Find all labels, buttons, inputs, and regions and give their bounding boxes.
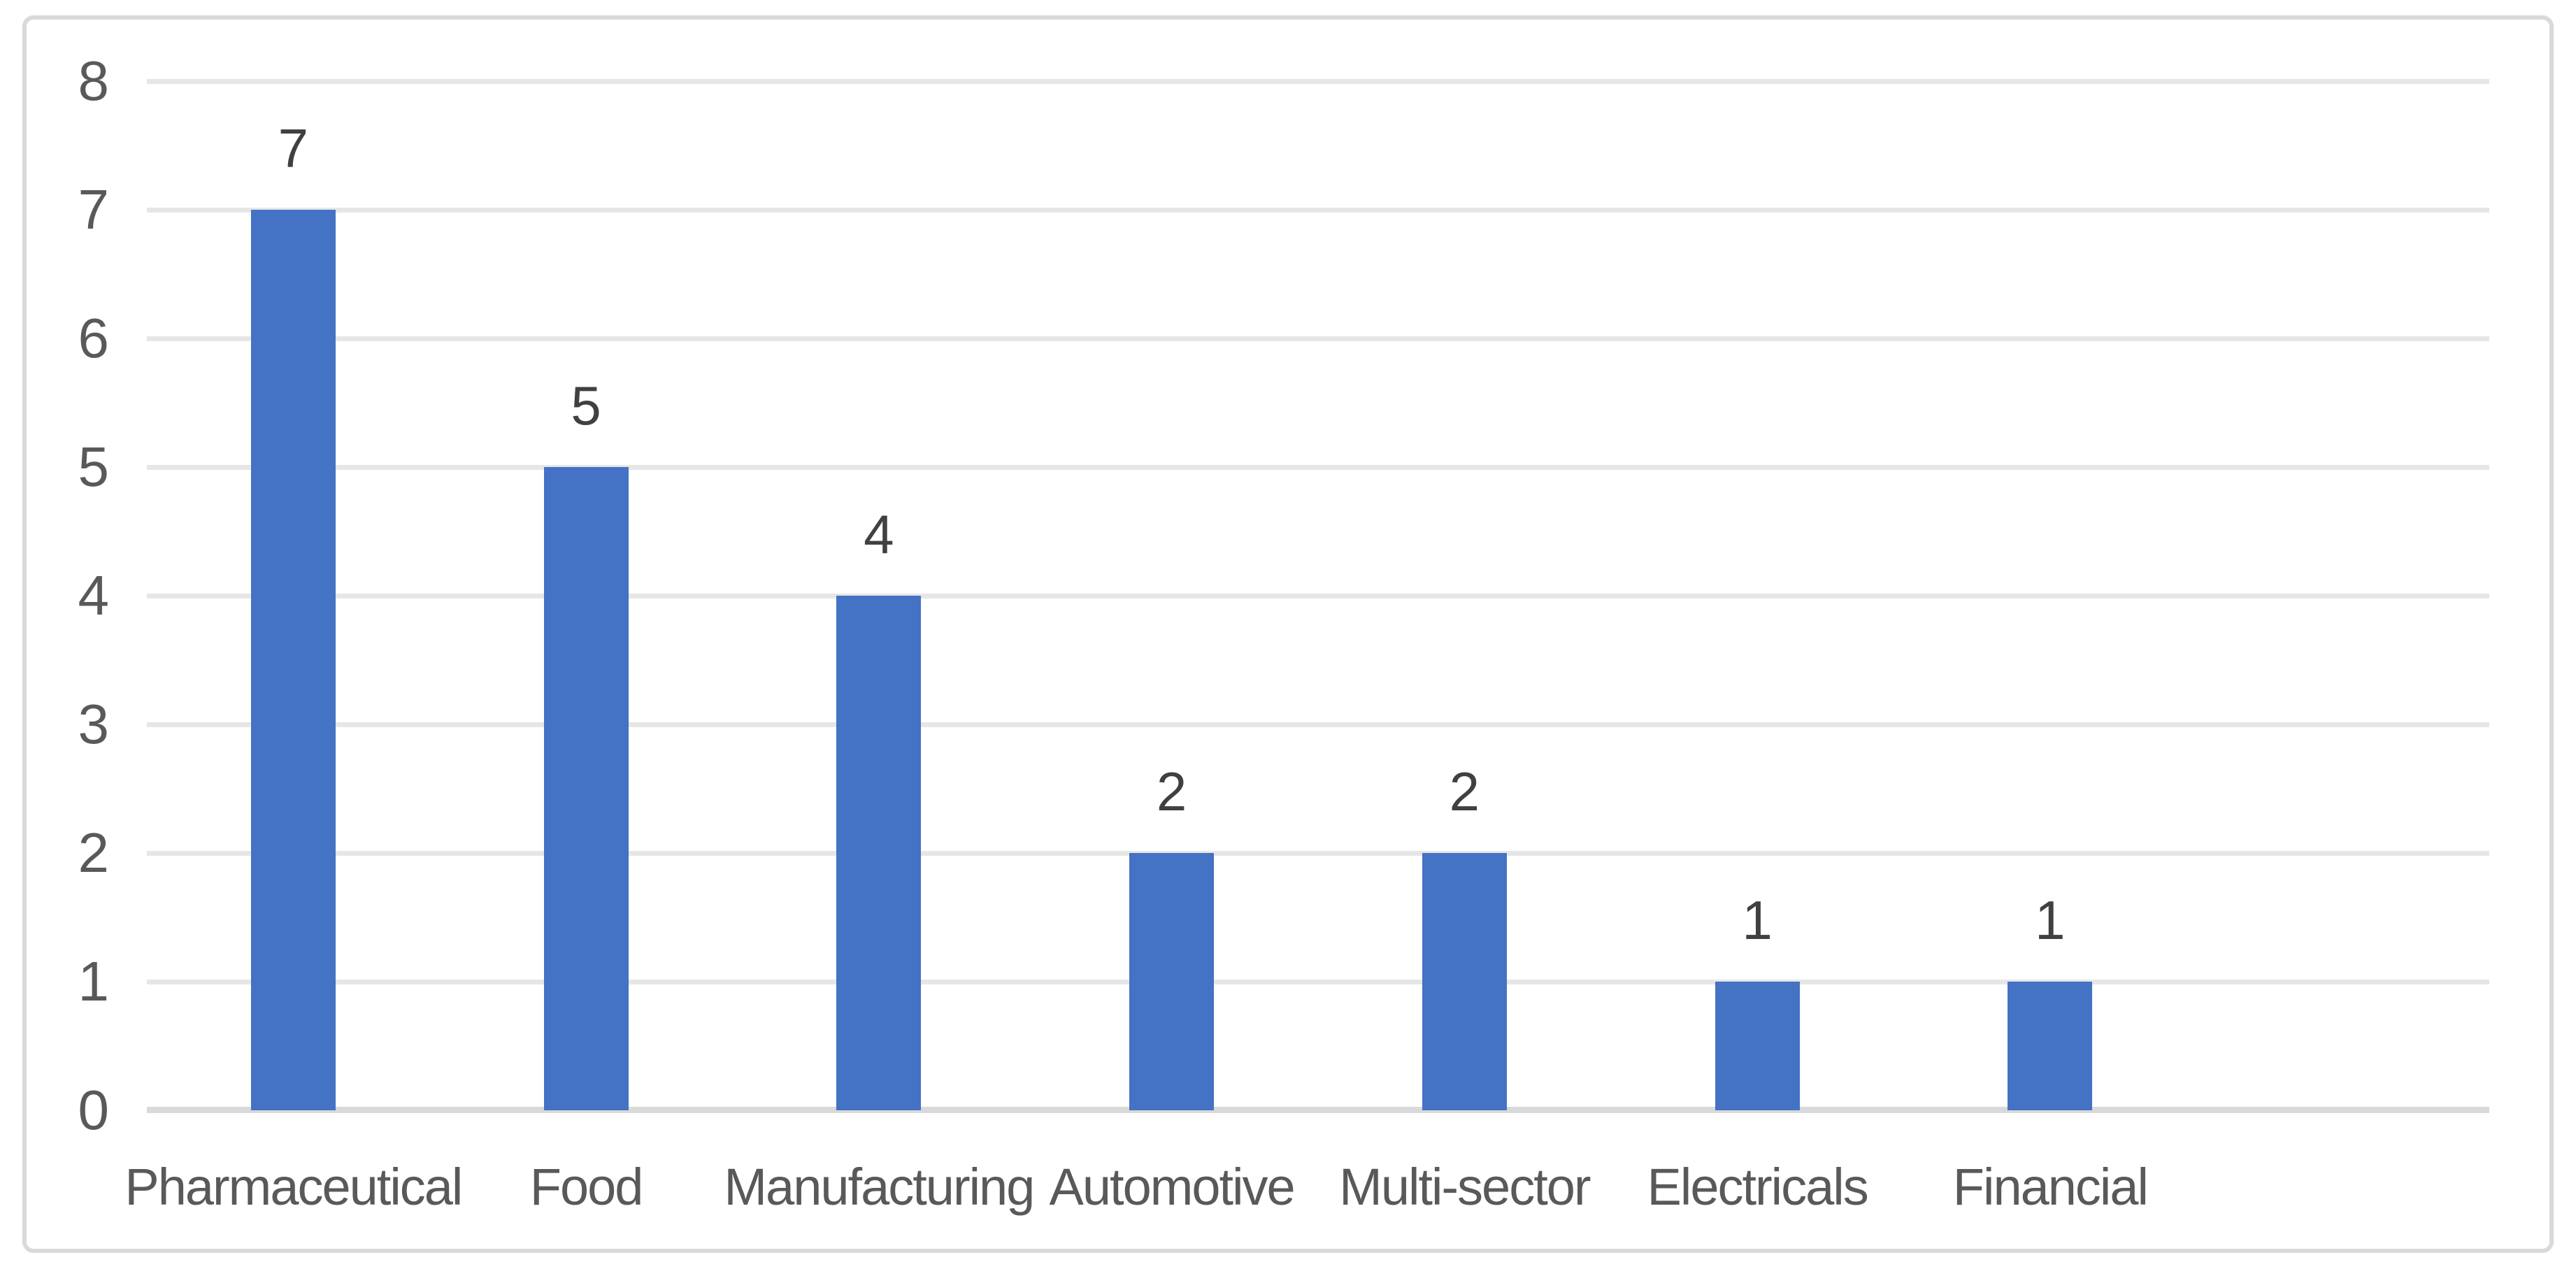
gridline-y7 — [147, 208, 2489, 213]
gridline-y1 — [147, 980, 2489, 984]
data-label-manufacturing: 4 — [864, 503, 894, 565]
category-label-automotive: Automotive — [1049, 1158, 1296, 1216]
data-label-financial: 1 — [2035, 889, 2066, 951]
gridline-y3 — [147, 722, 2489, 727]
bar-financial — [2008, 982, 2093, 1110]
category-label-multi-sector: Multi-sector — [1339, 1158, 1591, 1216]
bar-automotive — [1129, 853, 1215, 1110]
bar-food — [543, 467, 629, 1110]
data-label-multi-sector: 2 — [1449, 761, 1480, 822]
gridline-y5 — [147, 465, 2489, 470]
y-tick-label-4: 4 — [78, 564, 110, 626]
chart-border — [22, 15, 2554, 1253]
gridline-y6 — [147, 336, 2489, 341]
y-tick-label-0: 0 — [78, 1079, 110, 1141]
y-tick-label-8: 8 — [78, 50, 110, 112]
data-label-food: 5 — [571, 375, 601, 436]
plot-area: 7 5 4 2 2 1 1 — [147, 79, 2489, 1113]
bar-electricals — [1715, 982, 1800, 1110]
data-label-pharmaceutical: 7 — [278, 117, 309, 179]
bar-manufacturing — [836, 596, 922, 1110]
x-axis-line — [147, 1107, 2489, 1113]
gridline-y4 — [147, 594, 2489, 598]
category-label-food: Food — [529, 1158, 644, 1216]
data-label-automotive: 2 — [1156, 761, 1187, 822]
gridline-y2 — [147, 851, 2489, 856]
bar-pharmaceutical — [250, 210, 336, 1110]
category-label-pharmaceutical: Pharmaceutical — [124, 1158, 463, 1216]
data-label-electricals: 1 — [1742, 889, 1773, 951]
y-tick-label-6: 6 — [78, 307, 110, 369]
category-label-manufacturing: Manufacturing — [724, 1158, 1035, 1216]
y-tick-label-1: 1 — [78, 950, 110, 1012]
y-tick-label-5: 5 — [78, 436, 110, 498]
y-tick-label-7: 7 — [78, 178, 110, 241]
category-label-financial: Financial — [1952, 1158, 2149, 1216]
gridline-y8 — [147, 79, 2489, 84]
y-tick-label-2: 2 — [78, 822, 110, 884]
category-label-electricals: Electricals — [1647, 1158, 1869, 1216]
bar-multi-sector — [1422, 853, 1507, 1110]
y-tick-label-3: 3 — [78, 693, 110, 755]
